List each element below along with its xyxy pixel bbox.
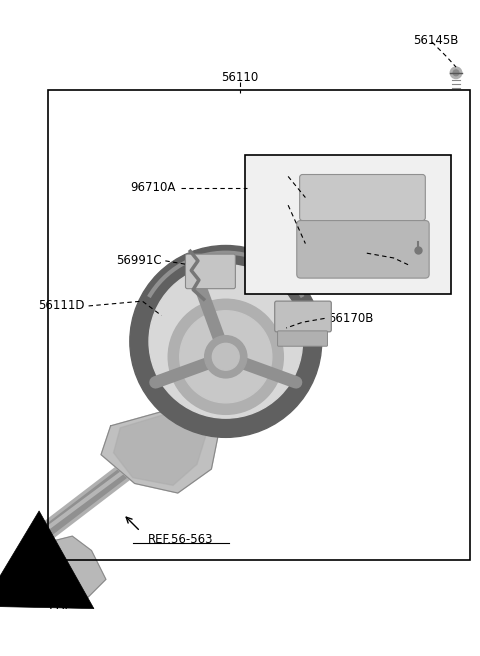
Text: REF.56-563: REF.56-563 — [148, 533, 214, 546]
Circle shape — [450, 67, 462, 79]
FancyBboxPatch shape — [275, 301, 331, 332]
Circle shape — [168, 299, 283, 415]
Text: 56991C: 56991C — [116, 255, 161, 268]
Bar — [245, 155, 451, 295]
Text: FR.: FR. — [48, 599, 69, 612]
Polygon shape — [114, 407, 209, 485]
FancyBboxPatch shape — [297, 220, 429, 278]
Circle shape — [453, 70, 459, 75]
Circle shape — [149, 264, 302, 418]
Text: 56170B: 56170B — [328, 312, 374, 325]
Circle shape — [180, 311, 272, 403]
Polygon shape — [34, 536, 106, 598]
Text: 96720L: 96720L — [363, 247, 407, 260]
Text: 56145B: 56145B — [413, 33, 458, 47]
FancyBboxPatch shape — [277, 331, 327, 346]
Circle shape — [212, 343, 239, 370]
Circle shape — [130, 245, 322, 438]
FancyBboxPatch shape — [185, 254, 235, 289]
Text: 96730D: 96730D — [283, 199, 330, 212]
FancyBboxPatch shape — [300, 174, 425, 220]
Circle shape — [204, 336, 247, 378]
Bar — [48, 90, 470, 560]
Text: 56111D: 56111D — [38, 299, 85, 312]
Text: 96710A: 96710A — [131, 182, 176, 194]
Text: 96720R: 96720R — [283, 170, 329, 183]
Text: 56110: 56110 — [222, 71, 259, 84]
Polygon shape — [101, 402, 221, 493]
